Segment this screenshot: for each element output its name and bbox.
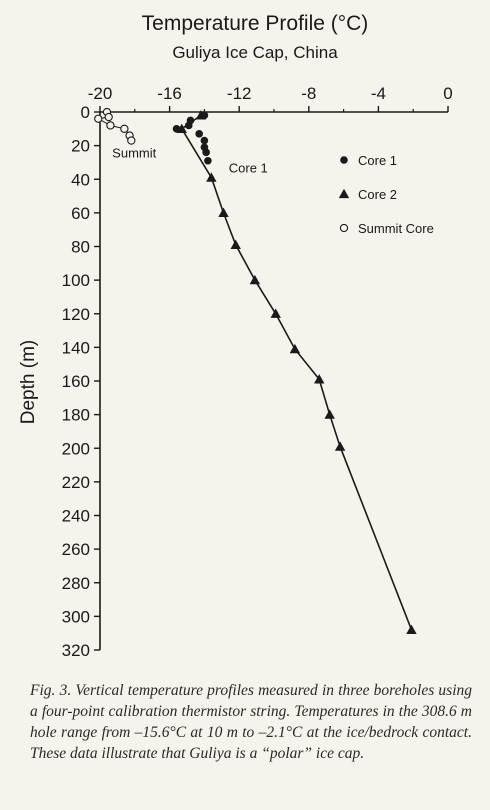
legend-core-1-marker (340, 156, 348, 164)
legend-summit-core-label: Summit Core (358, 221, 434, 236)
y-tick-label: 0 (81, 103, 90, 122)
y-tick-label: 220 (62, 473, 90, 492)
x-tick-label: -20 (88, 84, 113, 103)
y-tick-label: 140 (62, 338, 90, 357)
y-tick-label: 20 (71, 137, 90, 156)
annotation-summit: Summit (112, 145, 156, 160)
legend-core-2-label: Core 2 (358, 187, 397, 202)
y-tick-label: 280 (62, 574, 90, 593)
y-axis-label: Depth (m) (18, 340, 39, 424)
temperature-profile-chart: Temperature Profile (°C) Guliya Ice Cap,… (18, 12, 453, 660)
core-2-point (195, 110, 207, 120)
y-tick-label: 260 (62, 540, 90, 559)
figure-caption: Fig. 3. Vertical temperature profiles me… (30, 682, 472, 762)
y-tick-label: 240 (62, 507, 90, 526)
legend-core-1-label: Core 1 (358, 153, 397, 168)
y-tick-label: 40 (71, 170, 90, 189)
core-1-point (202, 148, 210, 157)
x-tick-label: -4 (371, 84, 386, 103)
summit-core-point (104, 112, 113, 122)
core-1-point (200, 136, 209, 145)
summit-core-point (127, 136, 136, 145)
annotation-core-1: Core 1 (229, 161, 268, 176)
core-2-point (230, 239, 241, 249)
y-tick-label: 60 (71, 204, 90, 223)
core-2-line (180, 114, 413, 631)
core-2-point (324, 409, 335, 419)
axes: -20 -16 -12 -8 -4 0 0 20 40 60 80 100 120 140 160 180 20… (62, 84, 453, 660)
core-2-point (176, 123, 187, 133)
y-tick-label: 120 (62, 305, 90, 324)
x-tick-label: -8 (301, 84, 316, 103)
x-tick-label: 0 (443, 84, 452, 103)
y-tick-label: 300 (62, 607, 90, 626)
data-marks: Summit Core 1 (94, 107, 417, 634)
chart-title: Temperature Profile (°C) (142, 12, 369, 35)
core-1-point (195, 130, 203, 138)
summit-core-point (106, 121, 115, 130)
core-2-point (314, 374, 325, 384)
core-2-point (334, 441, 346, 451)
core-2-point (249, 274, 261, 285)
core-2-point (289, 343, 301, 354)
summit-core-point (120, 124, 129, 133)
legend: Core 1 Core 2 Summit Core (338, 153, 434, 236)
core-1-point (204, 156, 212, 165)
chart-subtitle: Guliya Ice Cap, China (172, 43, 338, 62)
core-2-point (206, 172, 217, 182)
x-tick-label: -16 (157, 84, 182, 103)
y-tick-label: 180 (62, 406, 90, 425)
summit-core-point (94, 114, 103, 123)
core-2-point (218, 207, 229, 218)
legend-core-2-marker (338, 188, 350, 199)
y-tick-label: 200 (62, 439, 90, 458)
core-2-point (270, 308, 281, 318)
legend-summit-core-marker (339, 223, 349, 233)
y-tick-label: 100 (62, 271, 90, 290)
y-tick-label: 160 (62, 372, 90, 391)
x-tick-label: -12 (227, 84, 252, 103)
y-tick-label: 320 (62, 641, 90, 660)
core-2-point (406, 624, 417, 634)
y-tick-label: 80 (71, 238, 90, 257)
